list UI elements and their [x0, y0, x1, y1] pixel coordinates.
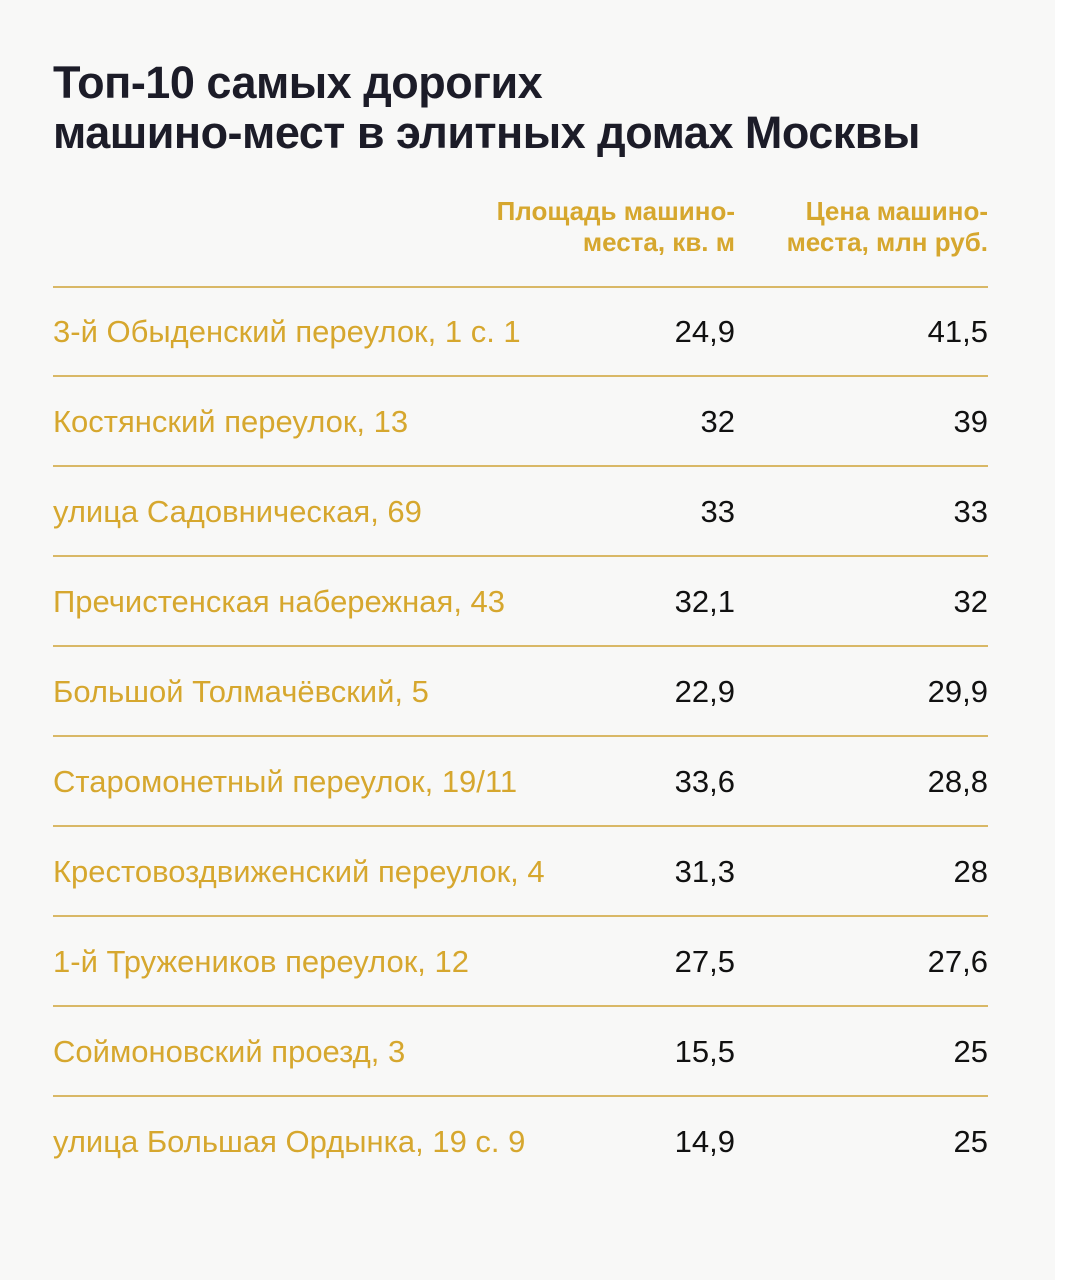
price-cell: 28: [953, 854, 988, 889]
address-cell: 1-й Тружеников переулок, 12: [53, 944, 470, 979]
address-cell: Старомонетный переулок, 19/11: [53, 764, 518, 799]
address-cell: Соймоновский проезд, 3: [53, 1034, 406, 1069]
area-cell: 22,9: [674, 674, 735, 709]
column-header-area: Площадь машино- места, кв. м: [435, 196, 735, 258]
address-cell: Костянский переулок, 13: [53, 404, 409, 439]
page-edge: [1055, 0, 1067, 1280]
address-cell: улица Садовническая, 69: [53, 494, 422, 529]
table-row: Пречистенская набережная, 43 32,1 32: [53, 572, 988, 632]
area-cell: 24,9: [674, 314, 735, 349]
row-divider: [53, 555, 988, 557]
area-cell: 14,9: [674, 1124, 735, 1159]
row-divider: [53, 1005, 988, 1007]
price-cell: 27,6: [927, 944, 988, 979]
price-cell: 32: [953, 584, 988, 619]
address-cell: 3-й Обыденский переулок, 1 с. 1: [53, 314, 521, 349]
address-cell: Большой Толмачёвский, 5: [53, 674, 429, 709]
price-cell: 25: [953, 1034, 988, 1069]
price-cell: 41,5: [927, 314, 988, 349]
table-row: улица Большая Ордынка, 19 с. 9 14,9 25: [53, 1112, 988, 1172]
address-cell: Крестовоздвиженский переулок, 4: [53, 854, 545, 889]
table-row: улица Садовническая, 69 33 33: [53, 482, 988, 542]
table-row: 1-й Тружеников переулок, 12 27,5 27,6: [53, 932, 988, 992]
price-cell: 33: [953, 494, 988, 529]
price-cell: 29,9: [927, 674, 988, 709]
column-header-price-line-1: Цена машино-: [805, 196, 988, 226]
table-row: 3-й Обыденский переулок, 1 с. 1 24,9 41,5: [53, 302, 988, 362]
area-cell: 33,6: [674, 764, 735, 799]
row-divider: [53, 465, 988, 467]
address-cell: улица Большая Ордынка, 19 с. 9: [53, 1124, 526, 1159]
title-line-2: машино-мест в элитных домах Москвы: [53, 107, 920, 158]
area-cell: 15,5: [674, 1034, 735, 1069]
row-divider: [53, 825, 988, 827]
page-title: Топ-10 самых дорогих машино-мест в элитн…: [53, 58, 1033, 158]
price-cell: 25: [953, 1124, 988, 1159]
row-divider: [53, 645, 988, 647]
table-row: Соймоновский проезд, 3 15,5 25: [53, 1022, 988, 1082]
row-divider: [53, 1095, 988, 1097]
column-header-price: Цена машино- места, млн руб.: [748, 196, 988, 258]
area-cell: 33: [700, 494, 735, 529]
price-cell: 28,8: [927, 764, 988, 799]
row-divider: [53, 375, 988, 377]
title-line-1: Топ-10 самых дорогих: [53, 57, 543, 108]
area-cell: 32,1: [674, 584, 735, 619]
column-header-area-line-1: Площадь машино-: [496, 196, 735, 226]
table-row: Старомонетный переулок, 19/11 33,6 28,8: [53, 752, 988, 812]
table-row: Крестовоздвиженский переулок, 4 31,3 28: [53, 842, 988, 902]
area-cell: 32: [700, 404, 735, 439]
table-row: Большой Толмачёвский, 5 22,9 29,9: [53, 662, 988, 722]
row-divider: [53, 915, 988, 917]
area-cell: 31,3: [674, 854, 735, 889]
header-rule: [53, 286, 988, 288]
row-divider: [53, 735, 988, 737]
table-row: Костянский переулок, 13 32 39: [53, 392, 988, 452]
column-header-area-line-2: места, кв. м: [582, 227, 735, 257]
price-cell: 39: [953, 404, 988, 439]
address-cell: Пречистенская набережная, 43: [53, 584, 506, 619]
column-header-price-line-2: места, млн руб.: [786, 227, 988, 257]
area-cell: 27,5: [674, 944, 735, 979]
